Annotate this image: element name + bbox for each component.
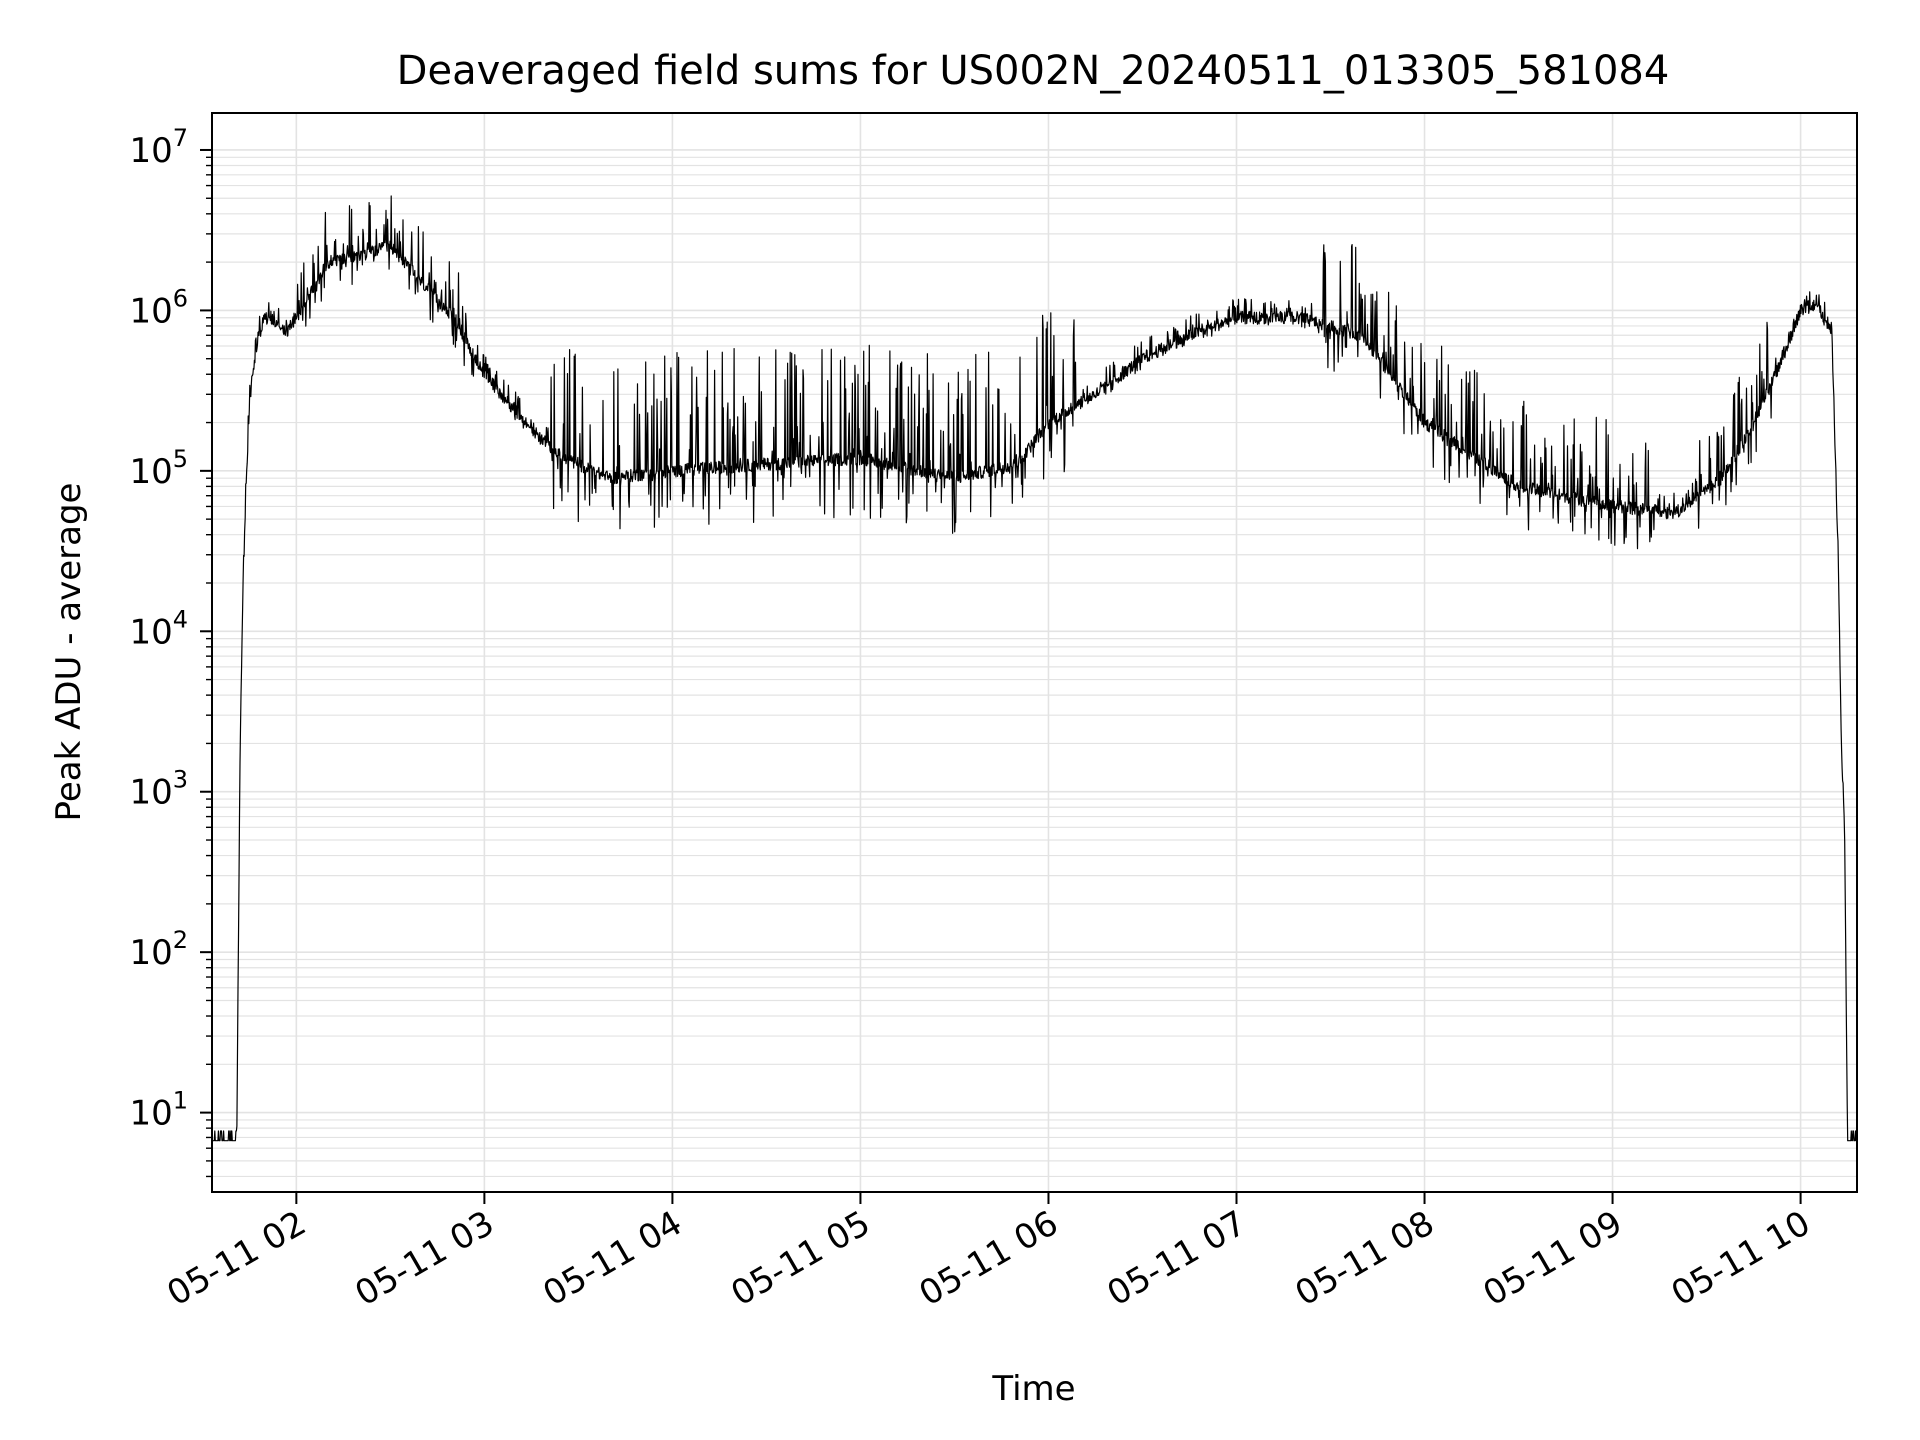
plot-area	[211, 195, 1858, 1142]
plot-frame	[211, 112, 1858, 1193]
y-tick-base: 10	[129, 773, 172, 813]
x-axis-label: Time	[991, 1369, 1075, 1409]
y-tick-exponent: 4	[173, 605, 188, 633]
y-tick-exponent: 7	[173, 124, 188, 152]
y-tick-label: 102	[129, 926, 188, 973]
y-tick-base: 10	[129, 452, 172, 492]
y-tick-base: 10	[129, 612, 172, 652]
y-tick-base: 10	[129, 1094, 172, 1134]
y-tick-label: 103	[129, 766, 188, 813]
y-tick-exponent: 5	[173, 445, 188, 473]
y-tick-label: 101	[129, 1087, 188, 1134]
y-tick-base: 10	[129, 131, 172, 171]
y-axis-label: Peak ADU - average	[49, 483, 89, 822]
y-tick-exponent: 2	[173, 926, 188, 954]
y-tick-label: 107	[129, 124, 188, 171]
y-tick-label: 105	[129, 445, 188, 492]
series-line	[211, 195, 1858, 1142]
y-tick-exponent: 6	[173, 284, 188, 312]
y-tick-label: 106	[129, 284, 188, 331]
chart-title: Deaveraged field sums for US002N_2024051…	[397, 48, 1670, 94]
y-tick-exponent: 3	[173, 766, 188, 794]
y-tick-base: 10	[129, 933, 172, 973]
grid	[212, 113, 1857, 1192]
y-tick-exponent: 1	[173, 1087, 188, 1115]
y-tick-label: 104	[129, 605, 188, 652]
y-tick-base: 10	[129, 291, 172, 331]
